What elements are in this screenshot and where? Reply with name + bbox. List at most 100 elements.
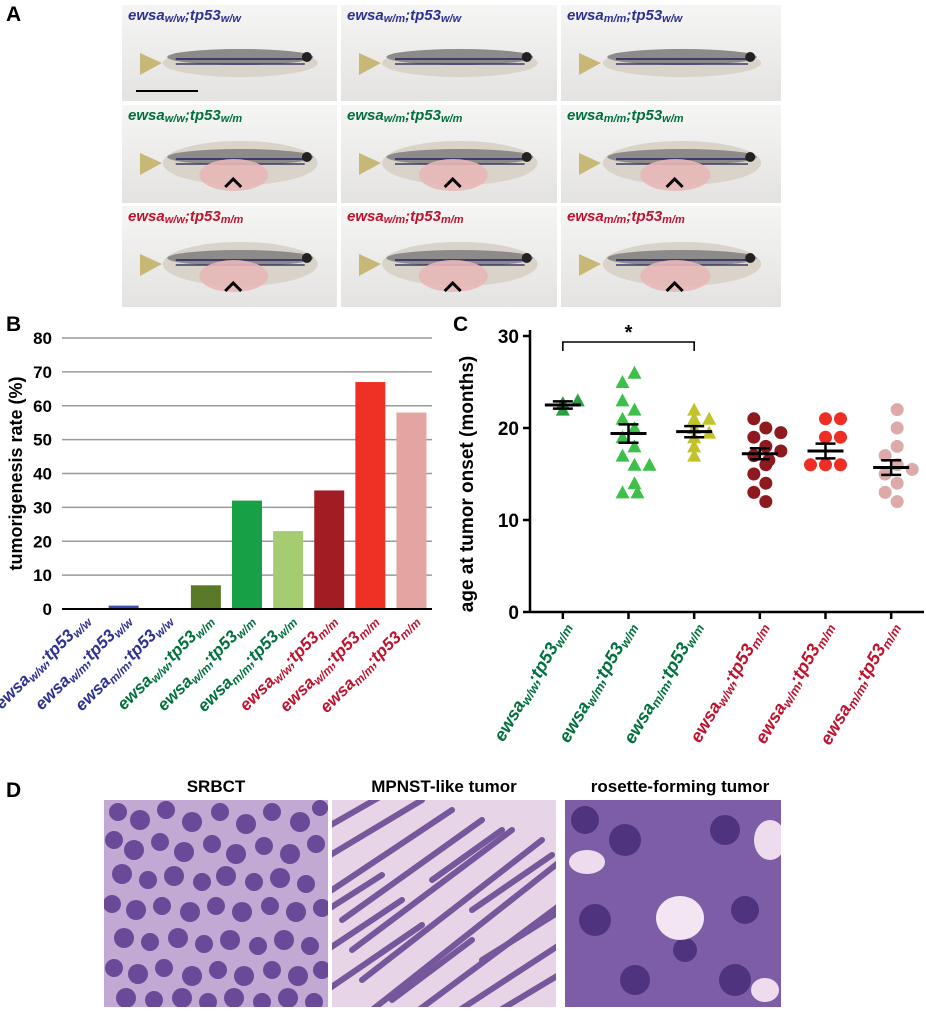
fish-photo-grid: ewsaw/w;tp53w/w ewsaw/m;tp53w/w ewsam/m;tp…: [122, 5, 781, 307]
genotype-label: ewsam/m;tp53w/w: [567, 7, 683, 25]
bar: [396, 412, 427, 609]
data-point: [747, 412, 761, 426]
fish-photo-r3-c1: ewsaw/w;tp53m/m: [122, 206, 337, 307]
data-point: [759, 476, 773, 490]
genotype-label: ewsaw/m;tp53m/m: [347, 208, 464, 226]
y-tick-label: 10: [498, 511, 519, 532]
genotype-label: ewsam/m;tp53w/m: [567, 107, 684, 125]
fish-photo-r1-c3: ewsam/m;tp53w/w: [561, 5, 781, 101]
data-point: [774, 444, 788, 458]
zebrafish-image: [359, 141, 538, 191]
zebrafish-image: [579, 49, 762, 77]
zebrafish-image: [579, 141, 762, 191]
data-point: [627, 402, 642, 416]
data-point: [687, 439, 702, 453]
histo-title-rosette: rosette-forming tumor: [590, 777, 770, 796]
data-point: [570, 393, 585, 407]
genotype-label: ewsaw/w;tp53w/m: [128, 107, 243, 125]
histology-image-srbct: [104, 800, 328, 1007]
data-point: [834, 430, 847, 444]
zebrafish-image: [359, 242, 538, 293]
data-point: [759, 458, 773, 472]
data-point: [687, 448, 702, 462]
fish-photo-r2-c2: ewsaw/m;tp53w/m: [341, 105, 557, 203]
data-point: [627, 421, 642, 434]
histology-image-rosette: [565, 800, 781, 1007]
genotype-label: ewsam/m;tp53m/m: [567, 208, 685, 226]
data-point: [615, 485, 630, 499]
y-tick-label: 0: [43, 600, 52, 619]
data-point: [774, 426, 788, 440]
y-tick-label: 50: [33, 431, 52, 450]
data-point: [642, 457, 657, 471]
zebrafish-image: [359, 49, 538, 77]
fish-photo-r3-c2: ewsaw/m;tp53m/m: [341, 206, 557, 307]
data-point: [890, 403, 904, 417]
data-point: [627, 439, 642, 453]
zebrafish-image: [579, 242, 762, 293]
data-point: [747, 485, 761, 499]
y-tick-label: 30: [498, 327, 519, 348]
fish-photo-r3-c3: ewsam/m;tp53m/m: [561, 206, 781, 307]
genotype-label: ewsaw/m;tp53w/m: [347, 107, 463, 125]
data-point: [804, 458, 817, 472]
y-tick-label: 10: [33, 566, 52, 585]
data-point: [878, 449, 892, 463]
tumor-arrowhead-icon: [443, 280, 462, 293]
panel-c-letter: C: [453, 313, 469, 336]
bar: [355, 382, 386, 609]
panel-d-letter: D: [6, 779, 22, 802]
data-point: [627, 365, 642, 379]
genotype-label: ewsaw/w;tp53w/w: [128, 7, 241, 25]
data-point: [615, 393, 630, 407]
zebrafish-image: [136, 49, 318, 92]
y-tick-label: 0: [508, 603, 519, 624]
significance-bracket: [562, 341, 695, 351]
zebrafish-image: [140, 141, 318, 191]
bar: [232, 500, 262, 609]
data-point: [702, 411, 717, 425]
histo-title-mpnst: MPNST-like tumor: [371, 777, 517, 796]
tumor-arrowhead-icon: [443, 176, 462, 189]
data-point: [759, 439, 773, 453]
data-point: [747, 430, 761, 444]
panel-b-letter: B: [6, 313, 22, 336]
data-point: [615, 375, 630, 388]
bar: [108, 605, 139, 609]
data-point: [687, 402, 702, 416]
data-point: [834, 412, 847, 426]
data-point: [878, 485, 892, 499]
data-point: [890, 495, 904, 509]
y-tick-label: 30: [33, 498, 52, 517]
tumor-arrowhead-icon: [665, 280, 684, 293]
data-point: [819, 412, 832, 426]
y-tick-label: 20: [498, 419, 519, 440]
data-point: [759, 495, 773, 509]
bar: [190, 585, 221, 609]
y-axis-label: tumorigenesis rate (%): [6, 376, 26, 570]
data-point: [834, 458, 847, 472]
data-point: [615, 448, 630, 462]
tumor-arrowhead-icon: [224, 176, 243, 189]
fish-photo-r1-c1: ewsaw/w;tp53w/w: [122, 5, 337, 101]
data-point: [819, 458, 832, 472]
data-point: [687, 411, 702, 425]
data-point: [819, 430, 832, 444]
bar: [273, 531, 304, 609]
y-tick-label: 80: [33, 329, 52, 348]
genotype-label: ewsaw/m;tp53w/w: [347, 7, 462, 25]
data-point: [627, 476, 642, 490]
y-tick-label: 20: [33, 532, 52, 551]
zebrafish-image: [140, 242, 318, 293]
fish-photo-r1-c2: ewsaw/m;tp53w/w: [341, 5, 557, 101]
y-tick-label: 60: [33, 397, 52, 416]
fish-photo-r2-c3: ewsam/m;tp53w/m: [561, 105, 781, 203]
y-tick-label: 40: [33, 465, 52, 484]
significance-star: *: [625, 322, 633, 344]
data-point: [627, 457, 642, 471]
data-point: [615, 430, 630, 444]
panel-a-letter: A: [6, 3, 22, 26]
y-axis-label: age at tumor onset (months): [457, 356, 478, 613]
